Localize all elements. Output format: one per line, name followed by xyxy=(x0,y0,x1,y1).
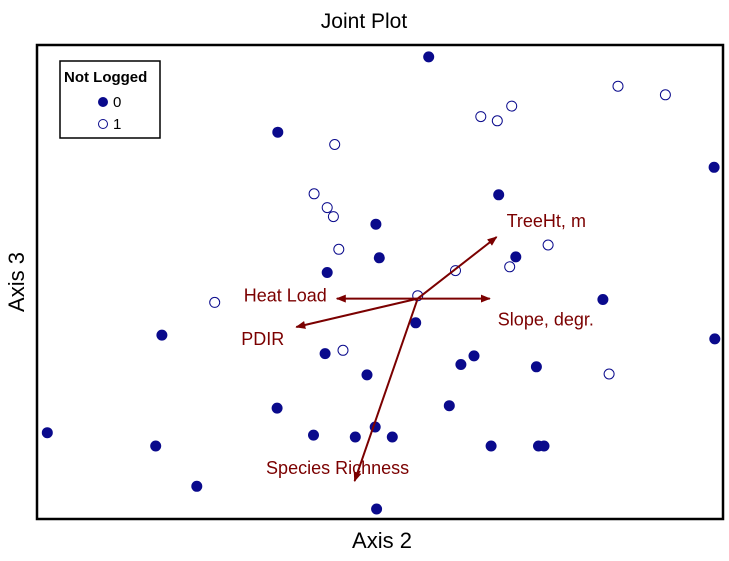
scatter-point-series-0-14 xyxy=(455,359,467,370)
scatter-point-series-0-5 xyxy=(373,252,385,264)
biplot-vector-label-4: Species Richness xyxy=(266,458,409,478)
scatter-point-series-1-10 xyxy=(542,239,554,251)
scatter-point-series-0-20 xyxy=(308,429,319,441)
scatter-point-series-1-1 xyxy=(659,89,671,101)
biplot-vector-label-2: Slope, degr. xyxy=(498,310,594,330)
scatter-point-series-0-13 xyxy=(468,350,480,362)
biplot-vector-4 xyxy=(353,298,419,483)
scatter-point-series-0-27 xyxy=(538,440,550,452)
scatter-point-series-0-9 xyxy=(410,317,422,329)
scatter-point-series-0-24 xyxy=(150,440,162,452)
scatter-point-series-0-29 xyxy=(371,503,383,515)
y-axis-label: Axis 3 xyxy=(4,252,29,312)
legend-label-0: 0 xyxy=(113,94,121,111)
scatter-point-series-0-17 xyxy=(443,400,455,412)
scatter-point-series-0-1 xyxy=(272,126,284,138)
scatter-point-series-0-28 xyxy=(191,480,203,492)
scatter-point-series-0-4 xyxy=(370,218,382,230)
biplot-vector-3 xyxy=(295,297,418,329)
points-layer xyxy=(41,51,721,515)
scatter-point-series-0-25 xyxy=(485,440,497,452)
chart-title: Joint Plot xyxy=(321,10,408,33)
scatter-point-series-1-16 xyxy=(603,368,615,380)
scatter-point-series-0-22 xyxy=(386,431,398,443)
legend-title: Not Logged xyxy=(64,69,147,86)
scatter-point-series-1-3 xyxy=(475,111,487,123)
scatter-point-series-0-23 xyxy=(349,431,361,443)
scatter-point-series-1-4 xyxy=(491,115,503,127)
scatter-point-series-0-16 xyxy=(361,369,373,381)
legend-label-1: 1 xyxy=(113,116,121,133)
scatter-point-series-0-0 xyxy=(423,51,435,63)
scatter-point-series-0-11 xyxy=(709,333,721,345)
scatter-point-series-1-12 xyxy=(504,261,516,273)
scatter-point-series-1-0 xyxy=(612,80,624,92)
scatter-point-series-0-3 xyxy=(708,161,720,173)
biplot-vector-0 xyxy=(417,236,498,300)
scatter-point-series-0-8 xyxy=(597,294,609,305)
scatter-point-series-1-7 xyxy=(321,202,333,214)
scatter-point-series-0-15 xyxy=(530,361,542,373)
legend-marker-filled xyxy=(98,97,108,107)
biplot-vector-label-1: Heat Load xyxy=(244,286,327,306)
biplot-vector-label-3: PDIR xyxy=(241,329,284,349)
scatter-point-series-1-5 xyxy=(329,139,341,150)
legend-box xyxy=(59,60,161,139)
legend: Not Logged 0 1 xyxy=(59,60,161,139)
scatter-point-series-0-12 xyxy=(319,348,331,360)
vectors-layer: TreeHt, m Heat Load Slope, degr. PDIR Specie… xyxy=(241,211,594,483)
scatter-point-series-1-8 xyxy=(327,211,339,223)
scatter-point-series-0-18 xyxy=(271,402,283,414)
biplot-vector-label-0: TreeHt, m xyxy=(507,211,586,231)
scatter-point-series-0-19 xyxy=(41,427,53,439)
scatter-point-series-1-14 xyxy=(209,296,221,308)
scatter-point-series-0-6 xyxy=(321,267,333,278)
plot-frame xyxy=(35,43,725,521)
scatter-point-series-1-15 xyxy=(337,344,349,356)
scatter-point-series-0-7 xyxy=(510,251,522,263)
scatter-point-series-1-9 xyxy=(333,243,345,255)
scatter-point-series-1-2 xyxy=(506,100,518,112)
legend-marker-open xyxy=(98,119,108,129)
scatter-point-series-0-10 xyxy=(156,329,168,341)
scatter-point-series-1-6 xyxy=(308,188,320,200)
x-axis-label: Axis 2 xyxy=(352,528,412,553)
scatter-point-series-0-2 xyxy=(493,189,505,201)
